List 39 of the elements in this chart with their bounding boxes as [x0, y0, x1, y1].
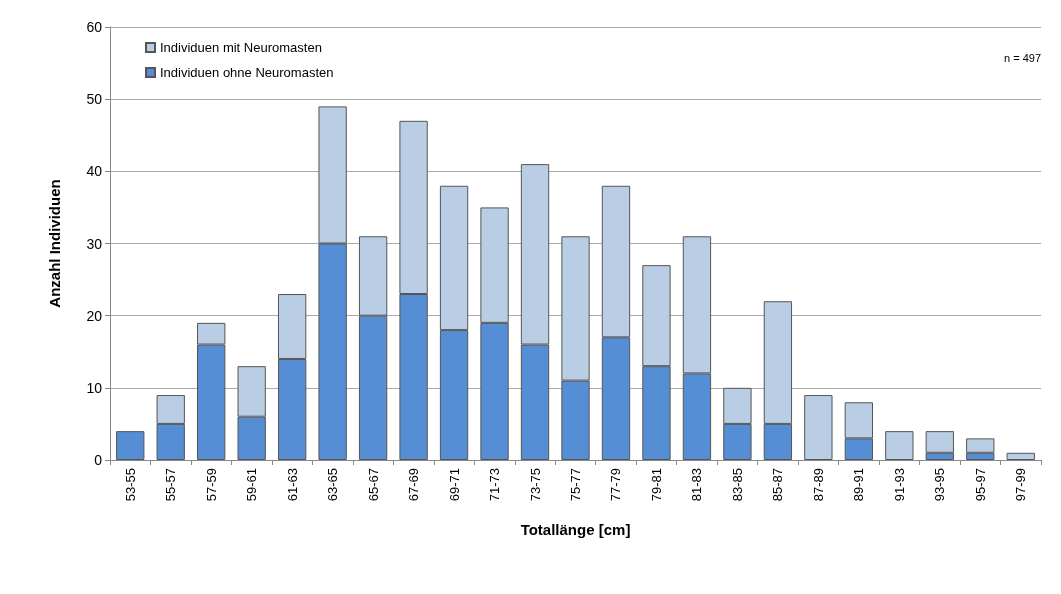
- legend-label: Individuen ohne Neuromasten: [160, 65, 334, 80]
- x-tick-label: 85-87: [770, 468, 786, 502]
- x-tick-label: 71-73: [487, 468, 503, 502]
- x-tick-label: 95-97: [972, 468, 988, 502]
- bar: [1006, 452, 1035, 460]
- x-tick-label: 91-93: [891, 468, 907, 502]
- x-tick-label: 65-67: [365, 468, 381, 502]
- bar: [804, 395, 833, 460]
- x-tick-label: 93-95: [932, 468, 948, 502]
- y-tick-label: 0: [94, 452, 103, 468]
- x-tick-label: 61-63: [284, 468, 300, 502]
- x-tick-label: 69-71: [446, 468, 462, 502]
- x-tick-label: 67-69: [406, 468, 422, 502]
- bar: [885, 431, 914, 460]
- x-tick-label: 75-77: [568, 468, 583, 502]
- y-tick-label: 60: [86, 19, 103, 35]
- x-tick-label: 53-55: [122, 468, 138, 502]
- bar: [116, 431, 145, 460]
- x-tick-label: 57-59: [203, 468, 219, 502]
- x-tick-label: 83-85: [729, 468, 745, 502]
- x-tick-label: 87-89: [810, 468, 826, 502]
- y-tick-label: 20: [86, 307, 103, 324]
- x-tick-label: 89-91: [851, 468, 867, 502]
- x-tick-label: 73-75: [527, 468, 543, 502]
- y-axis-title: Anzahl Individuen: [46, 179, 63, 308]
- x-tick-label: 55-57: [163, 468, 179, 502]
- y-tick-label: 30: [86, 235, 103, 252]
- annotation: n = 497: [1003, 51, 1042, 64]
- x-tick-label: 81-83: [689, 468, 705, 502]
- y-tick-label: 10: [86, 379, 103, 396]
- x-tick-label: 59-61: [244, 468, 260, 502]
- x-tick-label: 63-65: [325, 468, 341, 502]
- x-axis-title: Totallänge [cm]: [520, 521, 631, 538]
- x-tick-label: 97-99: [1013, 468, 1029, 502]
- y-tick-label: 50: [86, 91, 103, 108]
- legend-label: Individuen mit Neuromasten: [160, 40, 322, 55]
- x-tick-label: 77-79: [608, 468, 624, 502]
- x-tick-label: 79-81: [648, 468, 664, 502]
- y-tick-label: 40: [86, 163, 103, 180]
